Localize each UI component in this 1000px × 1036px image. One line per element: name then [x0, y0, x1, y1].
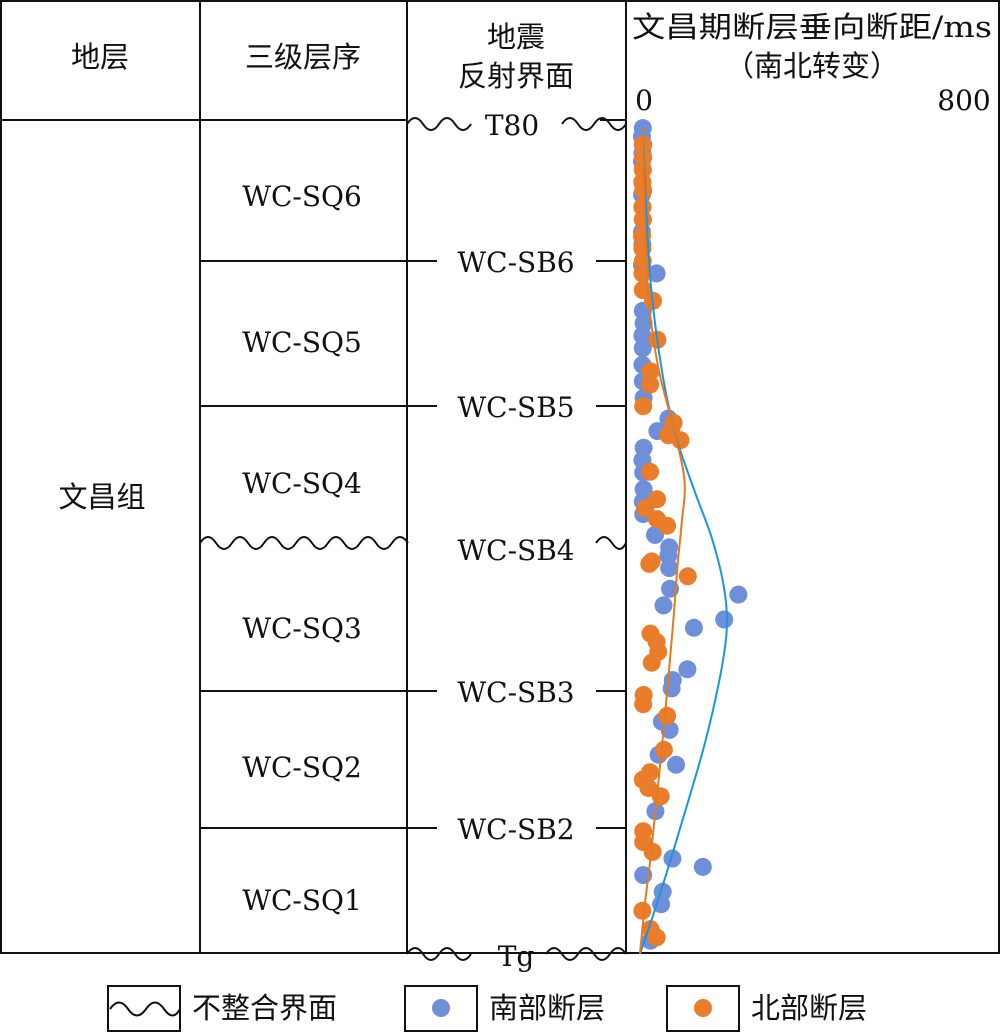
north-fault-point — [643, 842, 662, 861]
plot-header-line1: 文昌期断层垂向断距/ms — [632, 10, 992, 44]
stratum-header: 地层 — [71, 40, 129, 74]
sequence-label: WC-SQ6 — [242, 180, 362, 213]
south-fault-point — [652, 895, 671, 914]
unconformity-lines — [199, 117, 627, 961]
south-fault-point — [654, 596, 673, 615]
reflector-label: WC-SB2 — [457, 813, 574, 846]
south-fault-point — [684, 618, 703, 637]
north-fault-point — [642, 653, 661, 672]
north-fault-point — [658, 516, 677, 535]
tg-wave-left — [406, 947, 472, 961]
sequence-label: WC-SQ2 — [242, 751, 362, 784]
north-fault-point — [633, 901, 652, 920]
south-fault-point — [693, 857, 712, 876]
legend-unconformity-box — [107, 985, 181, 1032]
north-fault-point — [636, 499, 655, 518]
legend-south-box — [404, 985, 478, 1032]
south-fault-point — [662, 679, 681, 698]
legend-north-dot-icon — [694, 999, 712, 1017]
sequence-label: WC-SQ4 — [242, 467, 362, 500]
north-fault-point — [642, 552, 661, 571]
reflector-labels: T80 WC-SB6 WC-SB5 WC-SB4 WC-SB3 WC-SB2 T… — [457, 109, 574, 973]
north-fault-point — [634, 695, 653, 714]
south-fault-point — [667, 755, 685, 774]
t80-wave-right — [561, 117, 627, 131]
south-fault-point — [633, 339, 652, 358]
north-fault-point — [654, 740, 673, 759]
south-fault-point — [647, 264, 666, 283]
sequence-label: WC-SQ5 — [242, 326, 362, 359]
sequence-label: WC-SQ1 — [242, 884, 362, 917]
north-fault-point — [658, 706, 677, 725]
legend-north-label: 北部断层 — [751, 991, 867, 1025]
legend: 不整合界面 南部断层 北部断层 — [107, 985, 867, 1032]
north-fault-point — [634, 397, 653, 416]
north-fault-point — [678, 567, 697, 586]
formation-label: 文昌组 — [58, 480, 145, 514]
reflector-label: WC-SB3 — [457, 676, 574, 709]
sequence-label: WC-SQ3 — [242, 612, 362, 645]
reflector-label: WC-SB6 — [457, 246, 574, 279]
north-fault-point — [641, 462, 660, 481]
north-trend-curve — [639, 128, 686, 955]
trend-curves — [639, 128, 728, 955]
tg-wave-right — [545, 947, 627, 961]
south-fault-point — [729, 585, 748, 604]
table-frame — [0, 0, 1000, 954]
south-fault-point — [660, 559, 679, 577]
sequence-dividers — [1, 260, 626, 954]
sb4-wave-left — [199, 536, 409, 550]
sequence-header: 三级层序 — [245, 40, 361, 74]
legend-south-label: 南部断层 — [489, 991, 605, 1025]
south-fault-point — [660, 720, 679, 739]
legend-north-box — [666, 985, 740, 1032]
legend-unconformity-wave-icon — [109, 1001, 181, 1017]
seismic-header-line2: 反射界面 — [458, 59, 574, 93]
plot-header-line2: （南北转变） — [725, 49, 899, 83]
north-fault-point — [647, 928, 666, 947]
x-tick-label-max: 800 — [937, 84, 990, 117]
reflector-label: WC-SB4 — [457, 534, 574, 567]
north-fault-point — [641, 362, 660, 381]
legend-south-dot-icon — [432, 999, 450, 1017]
south-fault-points — [633, 119, 748, 950]
legend-unconformity-label: 不整合界面 — [192, 991, 337, 1025]
reflector-label: WC-SB5 — [457, 391, 574, 424]
seismic-header-line1: 地震 — [487, 20, 545, 54]
x-tick-label-min: 0 — [635, 84, 653, 117]
sb4-wave-right — [595, 536, 627, 550]
south-fault-point — [663, 849, 682, 868]
north-fault-point — [633, 210, 652, 229]
sequence-labels: WC-SQ6 WC-SQ5 WC-SQ4 WC-SQ3 WC-SQ2 WC-SQ… — [242, 180, 362, 917]
south-fault-point — [715, 610, 734, 629]
t80-wave-left — [406, 117, 472, 131]
north-fault-points — [633, 135, 697, 947]
reflector-label-bottom: Tg — [498, 940, 535, 973]
south-fault-point — [678, 660, 697, 679]
north-fault-point — [641, 375, 660, 394]
south-trend-curve — [639, 128, 728, 955]
north-fault-point — [651, 787, 670, 806]
reflector-label-top: T80 — [485, 109, 539, 142]
